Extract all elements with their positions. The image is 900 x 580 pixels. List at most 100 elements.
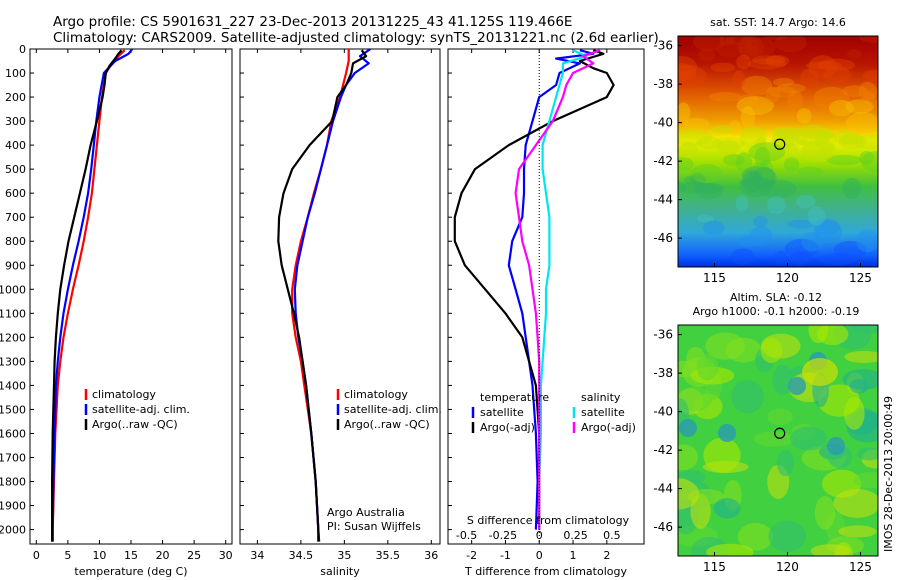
sst-texture [776, 83, 806, 94]
x-tick-label: 120 [776, 271, 799, 285]
x-tick-label: 20 [156, 549, 170, 562]
sla-texture [814, 496, 836, 530]
sst-texture [842, 85, 868, 98]
legend-label: Argo(-adj) [480, 421, 535, 434]
s-tick-label: 0.25 [563, 529, 588, 542]
s-tick-label: 0.5 [603, 529, 621, 542]
sst-texture [814, 220, 843, 244]
y-tick-label: -44 [653, 482, 673, 496]
x-axis-label: salinity [320, 565, 360, 578]
sst-texture [680, 181, 707, 194]
sst-texture [702, 220, 725, 236]
map-frame [677, 324, 879, 557]
sst-texture [787, 90, 803, 110]
sst-texture [828, 100, 854, 117]
x-tick-label: 35.5 [376, 549, 401, 562]
sst-texture [741, 75, 773, 96]
sst-texture [696, 136, 723, 150]
sst-texture [698, 48, 715, 62]
sla-low-blob [788, 377, 806, 395]
legend-label: climatology [344, 388, 408, 401]
sst-texture [736, 54, 752, 70]
sst-texture [678, 142, 699, 159]
legend-title-salinity: salinity [581, 391, 621, 404]
s-axis-label: S difference from climatology [467, 514, 630, 527]
y-tick-label: 1400 [0, 379, 26, 392]
sst-texture [728, 120, 741, 136]
sst-texture [739, 44, 759, 58]
sst-texture [741, 166, 775, 185]
x-tick-label: -1 [500, 549, 511, 562]
x-axis-label: temperature (deg C) [74, 565, 187, 578]
y-tick-label: -44 [653, 193, 673, 207]
sst-texture [753, 215, 768, 228]
x-tick-label: 36 [424, 549, 438, 562]
plot-frame [29, 48, 233, 545]
x-tick-label: -2 [466, 549, 477, 562]
sst-texture [739, 177, 776, 188]
y-tick-label: 100 [5, 67, 26, 80]
y-tick-label: 300 [5, 115, 26, 128]
y-tick-label: -40 [653, 116, 673, 130]
sla-texture [767, 408, 793, 426]
sst-texture [741, 170, 763, 194]
sst-texture [773, 78, 794, 87]
sst-texture [710, 62, 736, 73]
x-tick-label: 115 [703, 271, 726, 285]
x-tick-label: 34.5 [289, 549, 314, 562]
sst-texture [716, 40, 743, 58]
temperature-profile: 0 5 10 15 20 25 300100200300400500600700800900… [0, 43, 233, 578]
y-tick-label: 200 [5, 91, 26, 104]
sst-texture [805, 61, 842, 70]
sst-texture [801, 231, 824, 252]
sla-texture [790, 426, 827, 451]
sst-texture [735, 152, 753, 173]
legend-label: Argo(-adj) [581, 421, 636, 434]
annotation-line1: Argo Australia [327, 506, 405, 519]
sst-texture [853, 134, 878, 150]
sla-high-blob [802, 358, 838, 386]
sst-texture [763, 36, 788, 41]
legend-title-temperature: temperature [480, 391, 549, 404]
sst-texture [808, 55, 838, 79]
series-line [453, 49, 615, 530]
sst-map: 115 120 125 -36 -38 -40 -42 -44 -46 sat. SST: 14.… [653, 16, 879, 285]
sst-texture [847, 49, 862, 59]
sst-texture [858, 81, 878, 102]
sla-texture [731, 380, 764, 414]
sst-texture [678, 102, 691, 123]
sst-texture [815, 128, 837, 152]
sst-texture [678, 70, 693, 80]
sla-texture [849, 378, 869, 394]
sla-low-blob [679, 419, 697, 437]
sst-texture [768, 86, 797, 98]
sst-texture [826, 154, 862, 166]
legend-label: Argo(..raw -QC) [92, 418, 178, 431]
sst-texture [752, 55, 786, 65]
sst-texture [678, 129, 713, 147]
map-subtitle: Argo h1000: -0.1 h2000: -0.19 [693, 305, 860, 318]
sst-texture [739, 176, 773, 197]
legend-label: Argo(..raw -QC) [344, 418, 430, 431]
sla-texture [838, 525, 877, 538]
sst-texture [861, 151, 878, 173]
sst-texture [740, 105, 756, 129]
difference-profile: -2 -1 0 1 2 T difference from climatology -0.5… [447, 48, 645, 578]
sst-texture [750, 161, 771, 183]
sst-texture [767, 196, 786, 215]
sst-texture [682, 117, 710, 130]
sla-texture [844, 396, 865, 430]
sst-texture [807, 206, 826, 227]
sst-texture [751, 167, 777, 190]
sst-texture [759, 179, 797, 199]
sst-texture [833, 129, 858, 145]
sst-texture [813, 86, 850, 111]
sst-texture [735, 195, 749, 212]
y-tick-label: -36 [653, 39, 673, 53]
sst-texture [693, 182, 725, 194]
sst-texture [838, 135, 863, 145]
sla-texture [713, 497, 741, 519]
s-tick-label: -0.25 [489, 529, 517, 542]
sst-texture [737, 36, 760, 60]
